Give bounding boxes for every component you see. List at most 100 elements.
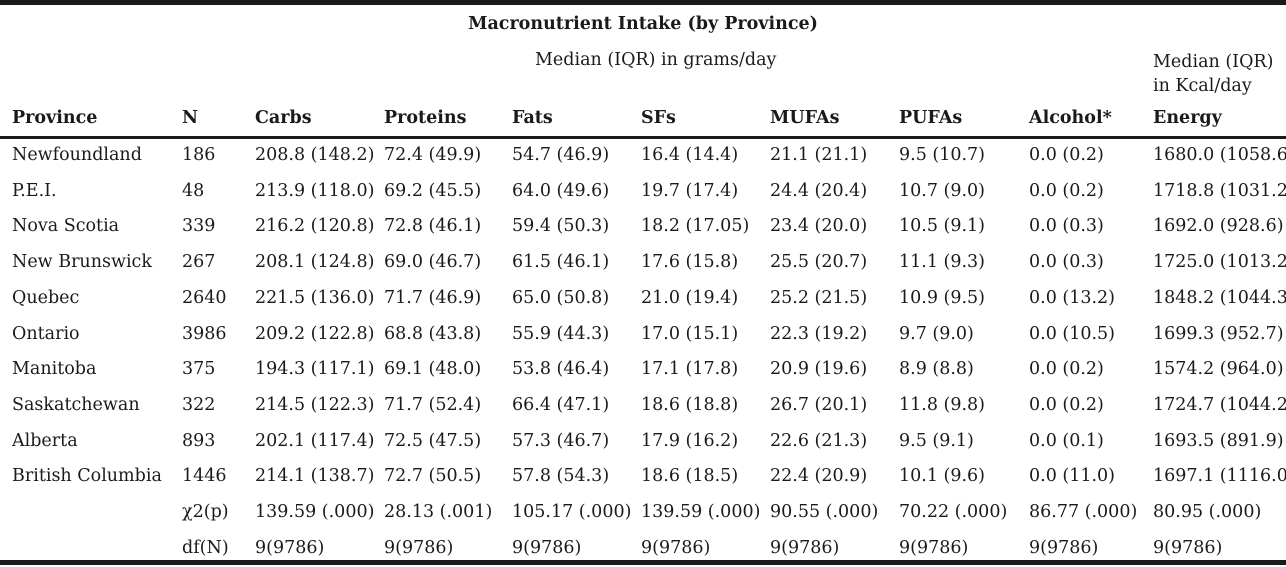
table-cell: 1697.1 (1116.0) (1153, 466, 1286, 487)
table-cell: Quebec (12, 287, 80, 308)
table-cell: 186 (182, 145, 216, 165)
table-cell: 208.1 (124.8) (255, 252, 375, 273)
table-cell: 10.7 (9.0) (899, 180, 986, 201)
table-cell: 0.0 (0.2) (1029, 145, 1104, 165)
table-cell: 71.7 (52.4) (384, 394, 482, 415)
table-cell: 9(9786) (255, 537, 325, 558)
table-cell: 0.0 (10.5) (1029, 323, 1116, 344)
table-cell: 0.0 (0.2) (1029, 359, 1104, 380)
column-header-n: N (182, 108, 198, 128)
table-cell: 23.4 (20.0) (770, 216, 868, 237)
table-cell: 28.13 (.001) (384, 502, 493, 522)
table-cell: χ2(p) (182, 502, 229, 522)
column-header-carbs: Carbs (255, 108, 312, 128)
table-cell: 17.6 (15.8) (641, 252, 739, 273)
table-cell: 9(9786) (512, 537, 582, 558)
energy-unit-line-2: in Kcal/day (1153, 76, 1252, 96)
table-cell: 0.0 (11.0) (1029, 466, 1116, 487)
table-cell: 25.5 (20.7) (770, 252, 868, 273)
table-cell: 22.3 (19.2) (770, 323, 868, 344)
table-cell: 375 (182, 359, 216, 380)
table-cell: 9.5 (9.1) (899, 430, 974, 451)
table-cell: 69.2 (45.5) (384, 180, 482, 201)
table-cell: 2640 (182, 287, 227, 308)
table-cell: 0.0 (0.3) (1029, 216, 1104, 237)
table-cell: 80.95 (.000) (1153, 502, 1262, 522)
table-cell: 11.8 (9.8) (899, 394, 986, 415)
table-cell: 72.4 (49.9) (384, 145, 482, 165)
table-cell: 213.9 (118.0) (255, 180, 375, 201)
table-cell: P.E.I. (12, 180, 57, 201)
table-cell: 22.6 (21.3) (770, 430, 868, 451)
table-cell: 0.0 (0.2) (1029, 394, 1104, 415)
table-cell: 8.9 (8.8) (899, 359, 974, 380)
table-cell: 90.55 (.000) (770, 502, 879, 522)
table-cell: 139.59 (.000) (641, 502, 761, 522)
table-title: Macronutrient Intake (by Province) (468, 14, 818, 34)
table-cell: 53.8 (46.4) (512, 359, 610, 380)
table-cell: 72.7 (50.5) (384, 466, 482, 487)
table-cell: 71.7 (46.9) (384, 287, 482, 308)
table-cell: 1574.2 (964.0) (1153, 359, 1284, 380)
table-cell: 1724.7 (1044.2) (1153, 394, 1286, 415)
column-header-proteins: Proteins (384, 108, 467, 128)
table-cell: 1692.0 (928.6) (1153, 216, 1284, 237)
table-cell: 1693.5 (891.9) (1153, 430, 1284, 451)
table-cell: 61.5 (46.1) (512, 252, 610, 273)
table-cell: 1446 (182, 466, 227, 487)
table-cell: 55.9 (44.3) (512, 323, 610, 344)
bottom-rule (0, 560, 1286, 565)
table-subtitle: Median (IQR) in grams/day (535, 50, 777, 70)
table-cell: 208.8 (148.2) (255, 145, 375, 165)
column-header-mufas: MUFAs (770, 108, 840, 128)
table-cell: 1680.0 (1058.6) (1153, 145, 1286, 165)
table-cell: 21.0 (19.4) (641, 287, 739, 308)
table-cell: 9(9786) (384, 537, 454, 558)
table-cell: 11.1 (9.3) (899, 252, 986, 273)
table-cell: 9(9786) (899, 537, 969, 558)
table-cell: 1848.2 (1044.3) (1153, 287, 1286, 308)
table-cell: 69.0 (46.7) (384, 252, 482, 273)
table-cell: 18.2 (17.05) (641, 216, 750, 237)
table-cell: 267 (182, 252, 216, 273)
table-cell: 9(9786) (770, 537, 840, 558)
table-cell: 0.0 (0.1) (1029, 430, 1104, 451)
energy-unit-line-1: Median (IQR) (1153, 52, 1274, 72)
table-cell: 21.1 (21.1) (770, 145, 868, 165)
table-cell: 214.1 (138.7) (255, 466, 375, 487)
table-cell: New Brunswick (12, 252, 152, 273)
column-header-sfs: SFs (641, 108, 676, 128)
table-cell: 57.3 (46.7) (512, 430, 610, 451)
table-cell: 339 (182, 216, 216, 237)
table-cell: 3986 (182, 323, 227, 344)
table-cell: df(N) (182, 537, 229, 558)
table-cell: 139.59 (.000) (255, 502, 375, 522)
table-cell: 17.0 (15.1) (641, 323, 739, 344)
header-rule (0, 136, 1286, 139)
table-cell: 66.4 (47.1) (512, 394, 610, 415)
table-cell: 18.6 (18.5) (641, 466, 739, 487)
table-cell: 0.0 (0.2) (1029, 180, 1104, 201)
top-rule (0, 0, 1286, 5)
table-cell: 194.3 (117.1) (255, 359, 375, 380)
table-cell: 17.9 (16.2) (641, 430, 739, 451)
energy-unit-header: Median (IQR) in Kcal/day (1153, 50, 1273, 98)
table-cell: 70.22 (.000) (899, 502, 1008, 522)
table-cell: 54.7 (46.9) (512, 145, 610, 165)
table-cell: 68.8 (43.8) (384, 323, 482, 344)
table-cell: 9(9786) (1029, 537, 1099, 558)
table-cell: 1725.0 (1013.2) (1153, 252, 1286, 273)
table-cell: 322 (182, 394, 216, 415)
table-cell: 9(9786) (1153, 537, 1223, 558)
table-cell: 214.5 (122.3) (255, 394, 375, 415)
table-cell: 65.0 (50.8) (512, 287, 610, 308)
table-cell: 202.1 (117.4) (255, 430, 375, 451)
table-cell: 86.77 (.000) (1029, 502, 1138, 522)
table-cell: 18.6 (18.8) (641, 394, 739, 415)
table-cell: 209.2 (122.8) (255, 323, 375, 344)
column-header-alcohol: Alcohol* (1029, 108, 1112, 128)
table-cell: Manitoba (12, 359, 97, 380)
table-cell: 19.7 (17.4) (641, 180, 739, 201)
table-cell: 72.5 (47.5) (384, 430, 482, 451)
table-cell: 48 (182, 180, 205, 201)
